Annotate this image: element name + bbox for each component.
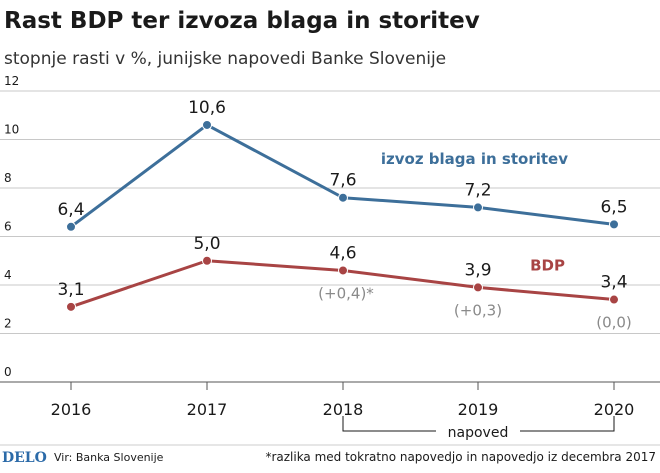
data-label: 3,1	[57, 280, 84, 300]
y-tick-label: 2	[4, 317, 12, 331]
delo-logo: DELO	[2, 450, 47, 466]
footnote-text: *razlika med tokratno napovedjo in napov…	[265, 450, 656, 464]
x-tick-label: 2020	[594, 400, 635, 419]
data-label: 3,9	[464, 260, 491, 280]
series-export: 6,4 10,6 7,6 7,2 6,5 izvoz blaga in storitev	[57, 98, 628, 232]
y-tick-label: 4	[4, 268, 12, 282]
data-label: 5,0	[193, 234, 220, 254]
data-point	[202, 119, 212, 130]
chart-subtitle: stopnje rasti v %, junijske napovedi Ban…	[4, 49, 446, 69]
forecast-range: napoved	[342, 416, 615, 441]
data-point	[609, 294, 619, 305]
data-point	[202, 255, 212, 266]
revision-label: (0,0)	[596, 314, 632, 332]
series-group: 6,4 10,6 7,6 7,2 6,5 izvoz blaga in storitev 3…	[57, 98, 631, 332]
forecast-label: napoved	[448, 425, 509, 441]
grid	[0, 90, 660, 383]
source-text: Vir: Banka Slovenije	[54, 451, 164, 464]
y-tick-label: 8	[4, 171, 12, 185]
x-tick-label: 2018	[323, 400, 364, 419]
data-label: 3,4	[600, 273, 627, 293]
data-point	[609, 219, 619, 230]
x-tick-label: 2016	[51, 400, 92, 419]
y-tick-label: 10	[4, 123, 19, 137]
data-label: 4,6	[329, 243, 356, 263]
series-name-label: BDP	[530, 256, 565, 274]
data-point	[66, 221, 76, 232]
x-axis: 2016 2017 2018 2019 2020	[51, 382, 635, 419]
data-label: 7,6	[329, 171, 356, 191]
data-point	[473, 202, 483, 213]
series-gdp: 3,1 5,0 4,6 (+0,4)* 3,9 (+0,3) 3,4 (0,0) BDP	[57, 234, 631, 332]
x-tick-label: 2017	[187, 400, 228, 419]
data-label: 6,4	[57, 200, 84, 220]
data-label: 10,6	[188, 98, 226, 118]
series-name-label: izvoz blaga in storitev	[381, 150, 568, 168]
x-tick-label: 2019	[458, 400, 499, 419]
data-point	[338, 265, 348, 276]
chart-title: Rast BDP ter izvoza blaga in storitev	[4, 8, 480, 34]
data-point	[338, 192, 348, 203]
y-tick-label: 6	[4, 220, 12, 234]
data-label: 7,2	[464, 180, 491, 200]
y-tick-label: 0	[4, 365, 12, 379]
data-label: 6,5	[600, 197, 627, 217]
y-axis: 0 2 4 6 8 10 12	[4, 74, 19, 379]
data-point	[473, 282, 483, 293]
revision-label: (+0,3)	[454, 301, 502, 319]
forecast-label-bg	[436, 422, 520, 440]
data-point	[66, 301, 76, 312]
y-tick-label: 12	[4, 74, 19, 88]
revision-label: (+0,4)*	[318, 284, 374, 302]
